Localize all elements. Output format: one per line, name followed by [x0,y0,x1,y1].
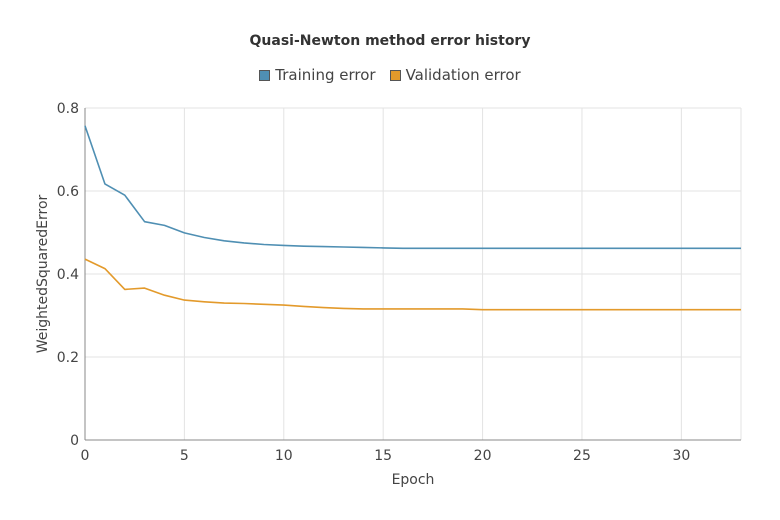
legend-swatch-validation [389,69,401,81]
legend-item-training[interactable]: Training error [259,66,376,84]
legend-label-training: Training error [275,66,376,84]
legend-label-validation: Validation error [405,66,521,84]
x-tick-label: 25 [573,448,591,464]
tick-labels: 0 0.2 0.4 0.6 0.8 0 5 10 15 20 25 30 [57,101,691,464]
chart-legend: Training error Validation error [0,66,780,84]
series-line-training[interactable] [84,125,741,250]
series-lines [84,125,741,311]
y-tick-label: 0.4 [57,267,79,283]
series-line-validation[interactable] [84,258,741,311]
y-tick-label: 0.2 [57,350,79,366]
y-tick-label: 0 [70,433,79,449]
x-tick-label: 30 [672,448,690,464]
x-tick-label: 5 [180,448,189,464]
axes [84,108,741,441]
x-tick-label: 20 [474,448,492,464]
x-tick-label: 0 [81,448,90,464]
y-tick-label: 0.6 [57,184,79,200]
y-tick-label: 0.8 [57,101,79,117]
legend-swatch-training [259,69,271,81]
grid-lines [85,107,742,440]
x-axis-title: Epoch [392,472,435,488]
legend-item-validation[interactable]: Validation error [389,66,521,84]
chart-title: Quasi-Newton method error history [249,33,531,49]
x-tick-label: 10 [275,448,293,464]
x-tick-label: 15 [374,448,392,464]
y-axis-title: WeightedSquaredError [35,194,51,353]
